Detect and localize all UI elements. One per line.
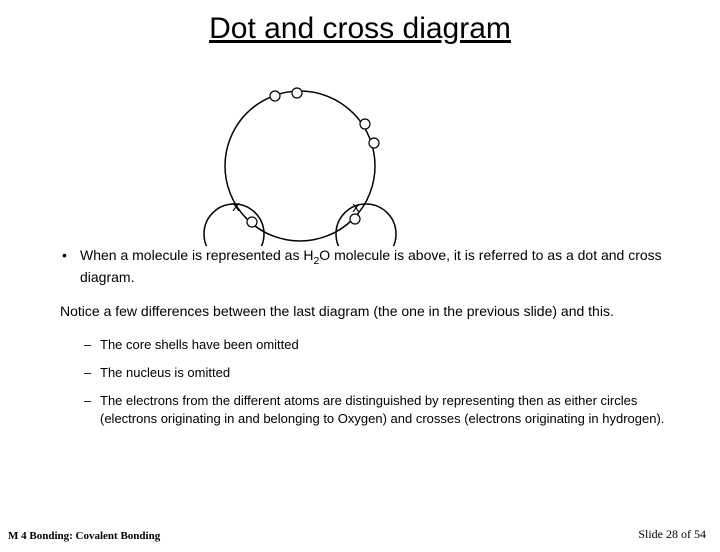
notice-text: Notice a few differences between the las…: [60, 302, 670, 322]
sub-bullet-item: The core shells have been omitted: [100, 336, 670, 354]
sub-bullet-item: The nucleus is omitted: [100, 364, 670, 382]
sub-bullet-item: The electrons from the different atoms a…: [100, 392, 670, 428]
molecule-diagram: xx: [0, 46, 720, 246]
slide-of: of: [678, 527, 694, 541]
page-title: Dot and cross diagram: [0, 12, 720, 46]
slide-prefix: Slide: [638, 527, 666, 541]
svg-text:x: x: [352, 199, 360, 216]
main-bullet: When a molecule is represented as H2O mo…: [80, 246, 670, 288]
content-body: When a molecule is represented as H2O mo…: [0, 246, 720, 428]
footer-left: M 4 Bonding: Covalent Bonding: [8, 530, 160, 542]
slide-current: 28: [666, 527, 678, 541]
slide-total: 54: [694, 527, 706, 541]
svg-text:x: x: [232, 198, 240, 215]
